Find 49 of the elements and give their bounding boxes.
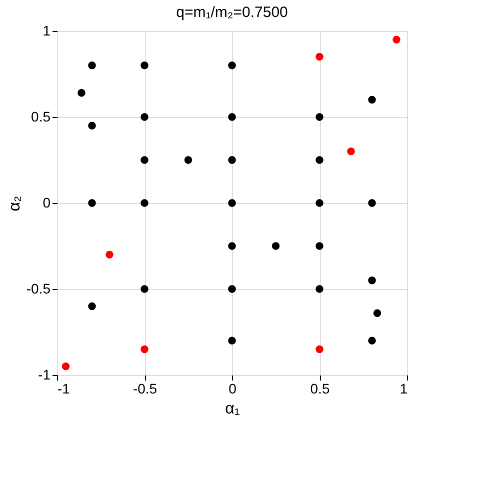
- point: [316, 242, 324, 250]
- point: [88, 199, 96, 207]
- point: [88, 62, 96, 70]
- point: [140, 285, 148, 293]
- x-tick-label: 1: [400, 380, 408, 396]
- y-tick-label: -1: [38, 366, 51, 382]
- point: [140, 345, 148, 354]
- point: [88, 302, 96, 310]
- point: [368, 336, 376, 344]
- point: [140, 113, 148, 121]
- point: [392, 36, 400, 44]
- point: [184, 156, 192, 164]
- point: [316, 285, 324, 293]
- point: [368, 96, 376, 104]
- point: [78, 89, 86, 97]
- point: [88, 122, 96, 130]
- x-axis-title: α₁: [225, 400, 240, 418]
- point: [228, 156, 236, 164]
- x-tick-label: -1: [58, 380, 70, 396]
- x-tick-label: -0.5: [132, 380, 158, 396]
- point: [373, 309, 382, 317]
- x-tick-label: 0: [228, 380, 237, 396]
- point: [316, 345, 324, 354]
- point: [316, 156, 324, 164]
- point: [316, 52, 324, 61]
- point: [228, 242, 236, 250]
- point: [62, 362, 70, 370]
- point: [106, 250, 114, 258]
- y-tick-label: 1: [42, 22, 51, 38]
- point: [140, 156, 148, 164]
- y-tick-label: 0.5: [31, 108, 51, 124]
- point: [272, 242, 280, 250]
- point: [140, 199, 148, 207]
- point: [228, 199, 236, 207]
- x-tick-label: 0.5: [310, 380, 330, 396]
- point: [228, 336, 236, 344]
- point: [368, 276, 376, 284]
- point: [140, 62, 148, 70]
- point: [228, 62, 236, 70]
- point: [228, 285, 236, 293]
- chart-title: q=m₁/m₂=0.7500: [176, 4, 288, 21]
- y-tick-label: -0.5: [26, 280, 51, 296]
- y-axis-title: α₂: [6, 196, 24, 212]
- point: [368, 199, 376, 207]
- point: [316, 199, 324, 207]
- point: [347, 148, 355, 156]
- y-tick-label: 0: [42, 194, 51, 210]
- point: [228, 113, 236, 121]
- point: [316, 113, 324, 121]
